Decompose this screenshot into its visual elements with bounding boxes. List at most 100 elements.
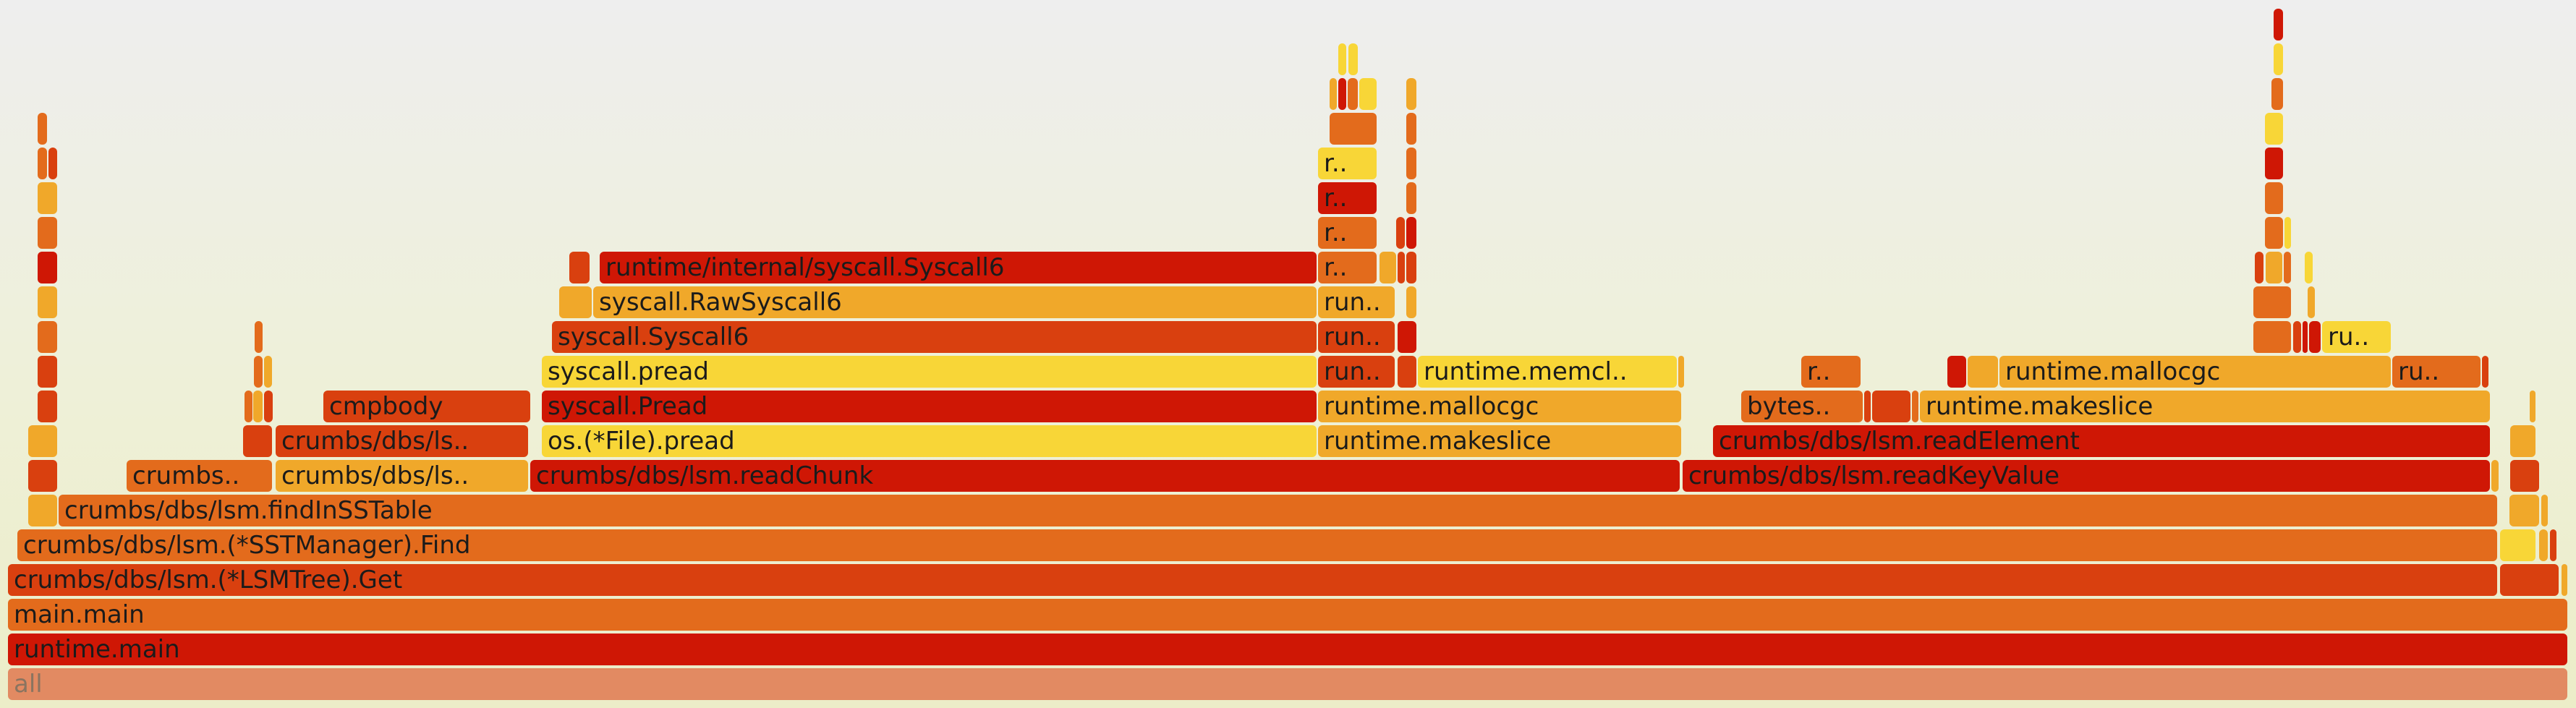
stack-frame[interactable]: [1406, 113, 1416, 145]
stack-frame[interactable]: [253, 391, 263, 422]
stack-frame[interactable]: runtime.mallocgc: [1318, 391, 1681, 422]
stack-frame[interactable]: [2271, 78, 2283, 110]
stack-frame[interactable]: [1330, 113, 1377, 145]
stack-frame[interactable]: [1864, 391, 1871, 422]
stack-frame[interactable]: [28, 425, 57, 457]
stack-frame[interactable]: crumbs/dbs/ls..: [276, 425, 528, 457]
stack-frame[interactable]: r..: [1318, 252, 1377, 283]
stack-frame[interactable]: [2500, 564, 2559, 596]
stack-frame[interactable]: [569, 252, 590, 283]
stack-frame[interactable]: [243, 425, 272, 457]
stack-frame[interactable]: [264, 356, 272, 388]
stack-frame[interactable]: [2491, 460, 2499, 492]
stack-frame[interactable]: [38, 391, 57, 422]
stack-frame[interactable]: runtime.memcl..: [1418, 356, 1677, 388]
stack-frame[interactable]: [1359, 78, 1377, 110]
stack-frame[interactable]: [2274, 9, 2283, 40]
stack-frame[interactable]: [1406, 217, 1416, 249]
stack-frame[interactable]: [1406, 286, 1416, 318]
stack-frame[interactable]: [1912, 391, 1918, 422]
stack-frame[interactable]: [2305, 252, 2313, 283]
stack-frame[interactable]: [2539, 529, 2548, 561]
stack-frame[interactable]: ru..: [2322, 321, 2391, 353]
stack-frame[interactable]: [2562, 564, 2567, 596]
stack-frame[interactable]: [1406, 78, 1416, 110]
stack-frame[interactable]: [2265, 148, 2283, 179]
stack-frame[interactable]: [1968, 356, 1998, 388]
stack-frame[interactable]: [2509, 495, 2539, 526]
stack-frame[interactable]: [2253, 286, 2291, 318]
stack-frame[interactable]: [2266, 252, 2282, 283]
stack-frame[interactable]: [1338, 43, 1346, 75]
stack-frame[interactable]: [38, 148, 47, 179]
stack-frame[interactable]: [2500, 529, 2535, 561]
stack-frame[interactable]: [2541, 495, 2548, 526]
stack-frame[interactable]: [2265, 182, 2283, 214]
stack-frame[interactable]: [1406, 252, 1416, 283]
stack-frame[interactable]: runtime.mallocgc: [1999, 356, 2391, 388]
stack-frame[interactable]: cmpbody: [323, 391, 530, 422]
stack-frame[interactable]: [1398, 356, 1416, 388]
stack-frame[interactable]: [38, 252, 57, 283]
stack-frame[interactable]: [1396, 217, 1405, 249]
stack-frame[interactable]: [2482, 356, 2488, 388]
stack-frame[interactable]: crumbs/dbs/lsm.(*SSTManager).Find: [17, 529, 2497, 561]
stack-frame[interactable]: [38, 113, 47, 145]
stack-frame[interactable]: [38, 217, 57, 249]
stack-frame[interactable]: [38, 286, 57, 318]
stack-frame[interactable]: [1338, 78, 1346, 110]
stack-frame[interactable]: runtime.makeslice: [1318, 425, 1681, 457]
stack-frame[interactable]: [559, 286, 592, 318]
stack-frame[interactable]: [38, 182, 57, 214]
stack-frame[interactable]: [1406, 148, 1416, 179]
stack-frame[interactable]: bytes..: [1741, 391, 1863, 422]
stack-frame[interactable]: os.(*File).pread: [542, 425, 1317, 457]
stack-frame[interactable]: r..: [1318, 217, 1377, 249]
stack-frame[interactable]: [1678, 356, 1684, 388]
stack-frame[interactable]: main.main: [8, 599, 2567, 631]
stack-frame[interactable]: [2284, 252, 2291, 283]
stack-frame[interactable]: [1348, 78, 1358, 110]
stack-frame[interactable]: syscall.Syscall6: [552, 321, 1317, 353]
stack-frame[interactable]: [2253, 321, 2291, 353]
stack-frame[interactable]: [264, 391, 273, 422]
stack-frame[interactable]: [1398, 321, 1416, 353]
stack-frame[interactable]: [48, 148, 57, 179]
stack-frame[interactable]: crumbs/dbs/lsm.findInSSTable: [59, 495, 2497, 526]
stack-frame[interactable]: [1398, 252, 1405, 283]
stack-frame[interactable]: [38, 356, 57, 388]
stack-frame[interactable]: [2530, 391, 2535, 422]
stack-frame[interactable]: [1406, 182, 1416, 214]
stack-frame[interactable]: crumbs/dbs/lsm.readChunk: [530, 460, 1680, 492]
stack-frame[interactable]: [2309, 321, 2321, 353]
stack-frame[interactable]: [2293, 321, 2301, 353]
stack-frame[interactable]: crumbs/dbs/lsm.readElement: [1713, 425, 2490, 457]
stack-frame[interactable]: [2510, 460, 2539, 492]
stack-frame[interactable]: [2255, 252, 2263, 283]
stack-frame[interactable]: [255, 321, 263, 353]
stack-frame[interactable]: r..: [1318, 148, 1377, 179]
stack-frame[interactable]: [2284, 217, 2291, 249]
stack-frame[interactable]: runtime/internal/syscall.Syscall6: [600, 252, 1317, 283]
stack-frame[interactable]: [2550, 529, 2556, 561]
stack-frame[interactable]: [2510, 425, 2535, 457]
stack-frame[interactable]: [28, 460, 57, 492]
stack-frame[interactable]: [1330, 78, 1337, 110]
stack-frame[interactable]: syscall.pread: [542, 356, 1317, 388]
stack-frame[interactable]: [2274, 43, 2283, 75]
stack-frame[interactable]: [2265, 113, 2283, 145]
stack-frame[interactable]: [2265, 217, 2283, 249]
stack-frame[interactable]: crumbs/dbs/lsm.(*LSMTree).Get: [8, 564, 2497, 596]
stack-frame[interactable]: [1872, 391, 1910, 422]
stack-frame[interactable]: [2303, 321, 2308, 353]
stack-frame[interactable]: crumbs..: [127, 460, 272, 492]
stack-frame[interactable]: syscall.RawSyscall6: [593, 286, 1317, 318]
stack-frame[interactable]: [245, 391, 252, 422]
stack-frame[interactable]: runtime.main: [8, 634, 2567, 665]
stack-frame[interactable]: crumbs/dbs/lsm.readKeyValue: [1683, 460, 2490, 492]
stack-frame[interactable]: [1348, 43, 1358, 75]
stack-frame[interactable]: [254, 356, 263, 388]
stack-frame[interactable]: [1947, 356, 1966, 388]
stack-frame[interactable]: crumbs/dbs/ls..: [276, 460, 528, 492]
stack-frame[interactable]: run..: [1318, 286, 1395, 318]
